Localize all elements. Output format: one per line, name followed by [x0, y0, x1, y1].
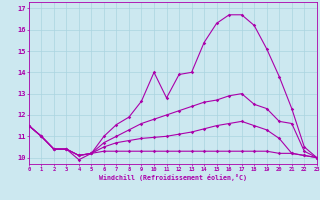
X-axis label: Windchill (Refroidissement éolien,°C): Windchill (Refroidissement éolien,°C) [99, 174, 247, 181]
